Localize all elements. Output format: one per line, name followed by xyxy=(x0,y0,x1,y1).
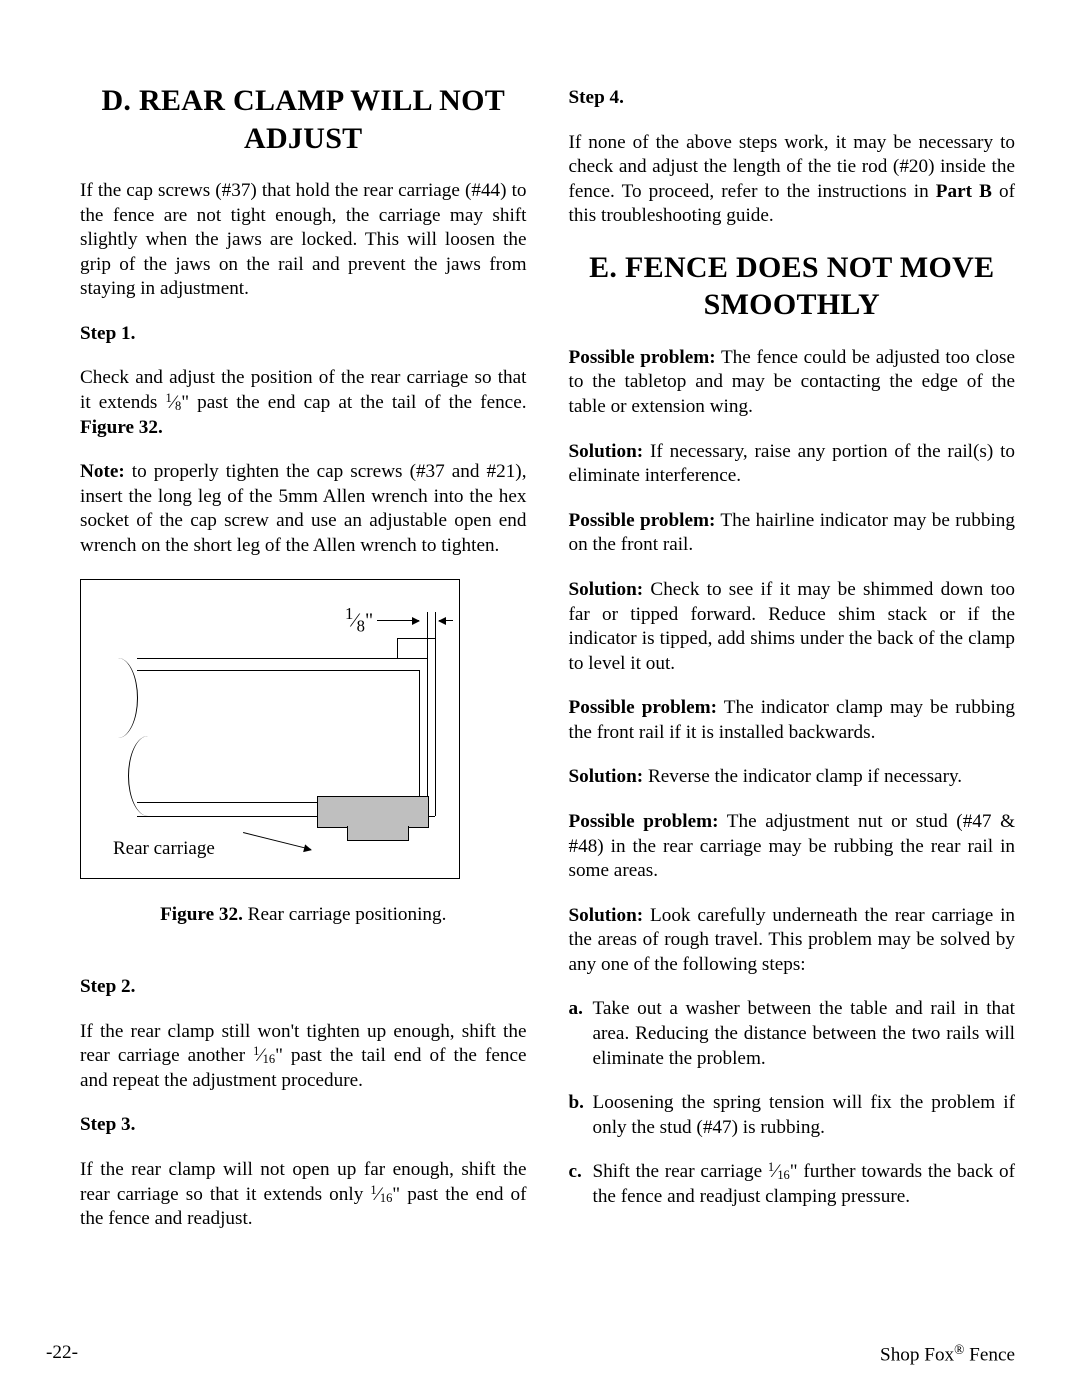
list-item: c. Shift the rear carriage 1⁄16" further… xyxy=(569,1160,1016,1209)
step-2-body: If the rear clamp still won't tighten up… xyxy=(80,1020,527,1094)
registered-icon: ® xyxy=(954,1342,964,1357)
fence-endcap-line xyxy=(397,638,435,640)
solution-3: Solution: Reverse the indicator clamp if… xyxy=(569,765,1016,790)
brand-name: Shop Fox xyxy=(880,1345,954,1366)
step-3-label: Step 3. xyxy=(80,1113,527,1138)
possible-problem-label: Possible problem: xyxy=(569,347,716,368)
dimension-arrow-left-icon xyxy=(439,620,453,622)
list-marker: a. xyxy=(569,997,583,1022)
rear-carriage-callout: Rear carriage xyxy=(113,838,215,860)
step-1-fraction: 1⁄8 xyxy=(166,392,182,413)
possible-problem-label: Possible problem: xyxy=(569,697,718,718)
dimension-tick-icon xyxy=(435,612,437,638)
list-marker: b. xyxy=(569,1091,584,1116)
step-4-part-b-ref: Part B xyxy=(936,181,992,202)
brand-footer: Shop Fox® Fence xyxy=(880,1342,1015,1367)
solution-4-steps-list: a. Take out a washer between the table a… xyxy=(569,997,1016,1209)
list-item-fraction: 1⁄16 xyxy=(768,1161,790,1182)
rear-carriage-block xyxy=(317,796,429,828)
step-1-body: Check and adjust the position of the rea… xyxy=(80,366,527,440)
list-item-text: Loosening the spring tension will fix th… xyxy=(593,1092,1016,1138)
step-3-body: If the rear clamp will not open up far e… xyxy=(80,1158,527,1232)
step-2-label: Step 2. xyxy=(80,975,527,1000)
fence-endcap-line xyxy=(435,638,437,816)
problem-3: Possible problem: The indicator clamp ma… xyxy=(569,696,1016,745)
fence-body-line xyxy=(137,658,427,660)
break-curve-icon xyxy=(128,736,169,816)
figure-32-diagram: 1⁄8" Rear carriage xyxy=(80,579,460,879)
list-item-text: Take out a washer between the table and … xyxy=(593,998,1016,1068)
fence-inner-line xyxy=(137,670,419,672)
dimension-tick-icon xyxy=(427,612,429,658)
callout-arrow-icon xyxy=(243,832,311,851)
solution-1: Solution: If necessary, raise any portio… xyxy=(569,440,1016,489)
step-1-label: Step 1. xyxy=(80,322,527,347)
figure-caption-bold: Figure 32. xyxy=(160,904,243,925)
dimension-arrow-right-icon xyxy=(377,620,419,622)
solution-3-text: Reverse the indicator clamp if necessary… xyxy=(643,766,962,787)
step-2-fraction: 1⁄16 xyxy=(253,1045,275,1066)
solution-label: Solution: xyxy=(569,441,644,462)
note-body: to properly tighten the cap screws (#37 … xyxy=(80,461,527,556)
dimension-label: 1⁄8" xyxy=(345,604,373,637)
list-item-text-a: Shift the rear carriage xyxy=(593,1161,768,1182)
step-4-label: Step 4. xyxy=(569,86,1016,111)
step-1-text-b: " past the end cap at the tail of the fe… xyxy=(181,392,526,413)
page-footer: -22- Shop Fox® Fence xyxy=(46,1342,1015,1367)
left-column: D. REAR CLAMP WILL NOT ADJUST If the cap… xyxy=(80,82,527,1232)
brand-suffix: Fence xyxy=(964,1345,1015,1366)
figure-32-caption: Figure 32. Rear carriage positioning. xyxy=(80,903,527,928)
note-label: Note: xyxy=(80,461,125,482)
section-d-intro: If the cap screws (#37) that hold the re… xyxy=(80,179,527,302)
problem-4: Possible problem: The adjustment nut or … xyxy=(569,810,1016,884)
fence-inner-line xyxy=(419,670,421,802)
step-3-fraction: 1⁄16 xyxy=(370,1184,392,1205)
step-4-body: If none of the above steps work, it may … xyxy=(569,131,1016,229)
problem-2: Possible problem: The hairline indicator… xyxy=(569,509,1016,558)
rear-carriage-tab xyxy=(347,826,409,841)
note-paragraph: Note: to properly tighten the cap screws… xyxy=(80,460,527,558)
list-item: a. Take out a washer between the table a… xyxy=(569,997,1016,1071)
fence-body-line xyxy=(427,658,429,816)
solution-label: Solution: xyxy=(569,579,644,600)
step-1-figure-ref: Figure 32. xyxy=(80,417,163,438)
section-e-title: E. FENCE DOES NOT MOVE SMOOTHLY xyxy=(569,249,1016,324)
solution-label: Solution: xyxy=(569,766,644,787)
section-d-title: D. REAR CLAMP WILL NOT ADJUST xyxy=(80,82,527,157)
solution-2: Solution: Check to see if it may be shim… xyxy=(569,578,1016,676)
solution-label: Solution: xyxy=(569,905,644,926)
list-marker: c. xyxy=(569,1160,582,1185)
list-item: b. Loosening the spring tension will fix… xyxy=(569,1091,1016,1140)
figure-caption-rest: Rear carriage positioning. xyxy=(243,904,447,925)
fence-endcap-line xyxy=(397,638,399,658)
problem-1: Possible problem: The fence could be adj… xyxy=(569,346,1016,420)
possible-problem-label: Possible problem: xyxy=(569,510,716,531)
right-column: Step 4. If none of the above steps work,… xyxy=(569,82,1016,1232)
solution-4: Solution: Look carefully underneath the … xyxy=(569,904,1016,978)
page-number: -22- xyxy=(46,1342,78,1367)
break-curve-icon xyxy=(97,658,138,738)
possible-problem-label: Possible problem: xyxy=(569,811,719,832)
